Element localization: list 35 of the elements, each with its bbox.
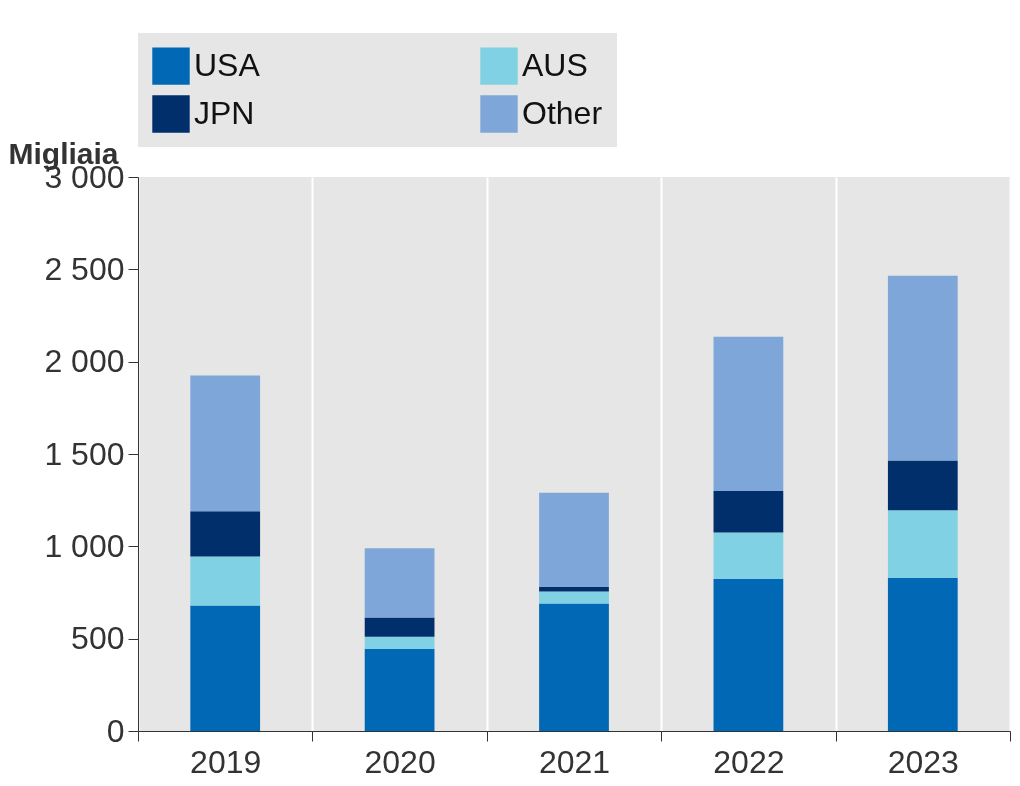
legend-label: JPN <box>194 95 255 131</box>
bar <box>364 548 435 618</box>
x-tick-label: 2021 <box>538 743 611 780</box>
bar <box>887 510 958 578</box>
y-tick-label: 2 000 <box>44 343 125 380</box>
bar <box>190 605 261 731</box>
bar <box>364 636 435 649</box>
y-tick-label: 500 <box>71 620 125 657</box>
bar <box>887 275 958 461</box>
legend-label: USA <box>194 47 261 84</box>
legend-label: Other <box>522 95 603 131</box>
y-tick-label: 2 500 <box>44 250 125 287</box>
bar <box>190 375 261 512</box>
bar <box>539 492 609 587</box>
bar <box>539 603 609 731</box>
bar <box>887 577 958 731</box>
bar <box>190 556 261 606</box>
y-tick-label: 1 500 <box>44 435 125 472</box>
x-tick-label: 2023 <box>887 743 959 780</box>
x-tick-label: 2020 <box>364 743 436 780</box>
y-tick-label: 1 000 <box>44 527 125 564</box>
bar <box>713 578 784 731</box>
bar <box>887 460 958 511</box>
x-tick-label: 2022 <box>713 743 785 780</box>
bar <box>539 591 609 604</box>
legend-label: AUS <box>522 47 588 84</box>
x-tick-label: 2019 <box>190 743 262 780</box>
bar <box>539 586 609 592</box>
bar <box>713 336 784 491</box>
bar <box>713 532 784 579</box>
y-tick-label: 0 <box>106 712 125 749</box>
bar <box>713 490 784 533</box>
bar <box>364 648 435 731</box>
bar <box>190 511 261 557</box>
bar <box>364 617 435 637</box>
